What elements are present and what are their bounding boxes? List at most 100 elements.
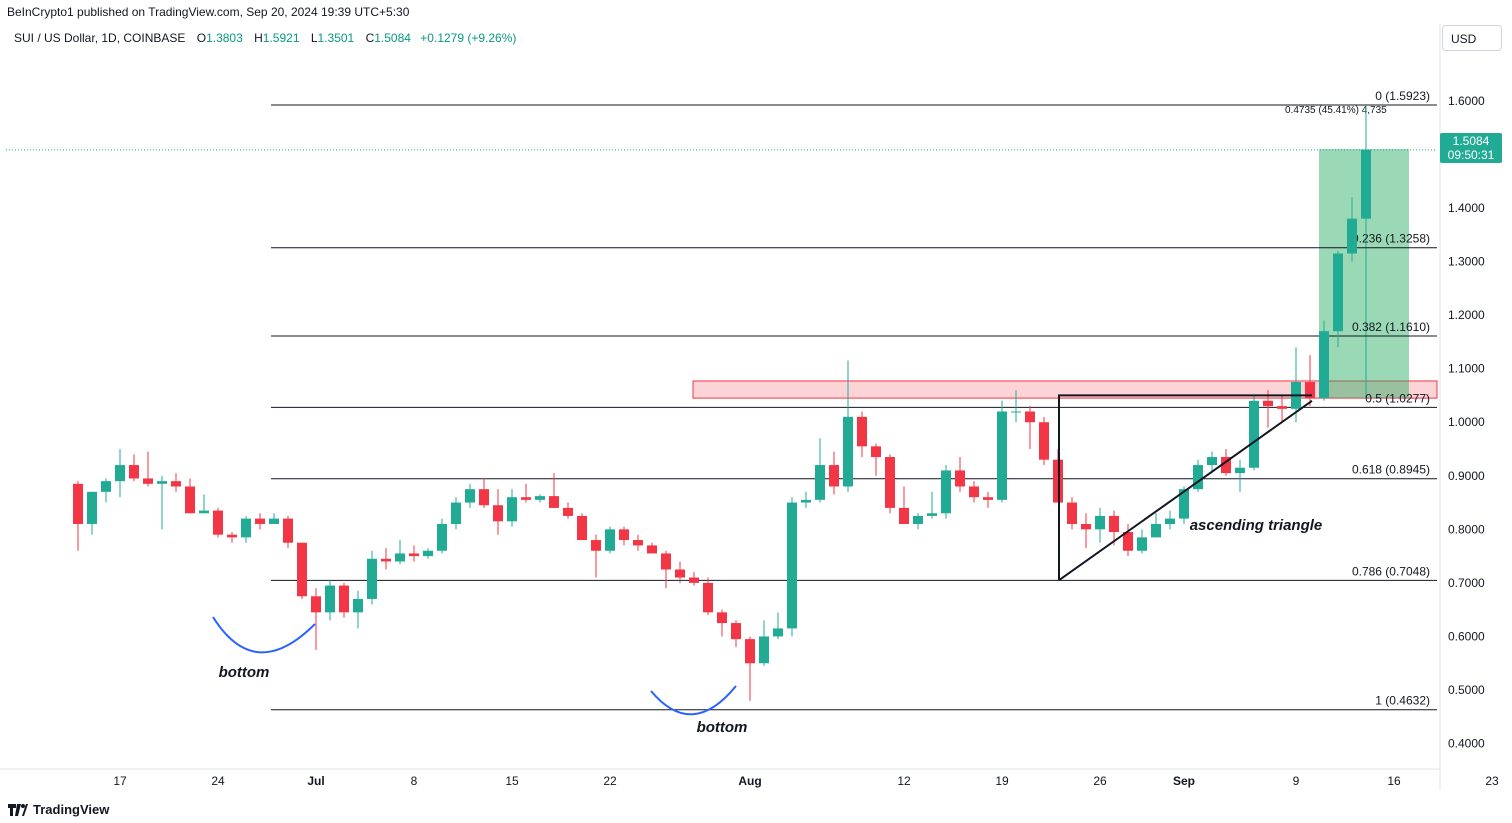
y-tick-label: 1.0000 — [1448, 415, 1485, 429]
x-tick-label: 15 — [505, 774, 519, 788]
candle-body — [157, 481, 167, 484]
candle-body — [1151, 523, 1161, 538]
x-tick-label: 22 — [603, 774, 617, 788]
open-label: O — [196, 31, 207, 45]
bottom-curve-2 — [650, 685, 737, 716]
y-tick-label: 0.8000 — [1448, 522, 1485, 536]
y-tick-label: 0.6000 — [1448, 629, 1485, 643]
candle-body — [255, 518, 265, 524]
last-price-value: 1.5084 — [1452, 134, 1490, 148]
measure-label: 0.4735 (45.41%) 4,735 — [1285, 105, 1387, 116]
candle-body — [1179, 489, 1189, 519]
symbol-name[interactable]: SUI / US Dollar, 1D, COINBASE — [14, 31, 186, 45]
candle-body — [1123, 532, 1133, 551]
x-tick-label: 12 — [897, 774, 911, 788]
candle-body — [73, 483, 83, 524]
candle-body — [1235, 467, 1245, 474]
candle-body — [185, 486, 195, 514]
candle-body — [871, 446, 881, 458]
x-tick-label: 9 — [1293, 774, 1300, 788]
candle-body — [1207, 457, 1217, 466]
candle-body — [1249, 400, 1259, 468]
candle-body — [843, 416, 853, 487]
bottom-label-1: bottom — [219, 664, 270, 681]
fib-level-label: 0.382 (1.1610) — [1352, 320, 1430, 334]
candle-body — [1039, 422, 1049, 460]
candle-body — [689, 577, 699, 583]
bottom-label-2: bottom — [697, 719, 748, 736]
close-value: 1.5084 — [374, 31, 411, 45]
candle-body — [577, 515, 587, 541]
candle-body — [353, 598, 363, 613]
x-tick-label: 17 — [113, 774, 127, 788]
tradingview-logo[interactable]: TradingView — [8, 802, 109, 817]
candle-body — [1011, 411, 1021, 413]
candle-body — [955, 470, 965, 487]
candle-body — [563, 507, 573, 516]
candle-body — [1109, 515, 1119, 533]
fib-level-label: 1 (0.4632) — [1375, 694, 1430, 708]
x-tick-label: Sep — [1173, 774, 1195, 788]
candle-body — [367, 558, 377, 599]
low-label: L — [310, 31, 318, 45]
candle-body — [493, 505, 503, 522]
candle-body — [731, 623, 741, 640]
y-tick-label: 0.5000 — [1448, 683, 1485, 697]
high-value: 1.5921 — [262, 31, 300, 45]
candle-body — [465, 489, 475, 503]
candle-body — [829, 465, 839, 487]
candle-body — [745, 639, 755, 664]
candle-body — [1361, 149, 1371, 219]
y-tick-label: 1.4000 — [1448, 201, 1485, 215]
candle-body — [283, 518, 293, 543]
candle-body — [479, 489, 489, 506]
x-tick-label: 24 — [211, 774, 225, 788]
candle-body — [437, 523, 447, 551]
ascending-triangle — [1058, 394, 1313, 582]
candle-body — [983, 497, 993, 500]
x-tick-label: 16 — [1387, 774, 1401, 788]
candle-body — [1347, 218, 1357, 254]
candle-body — [815, 465, 825, 500]
currency-button[interactable]: USD — [1442, 25, 1502, 51]
candle-body — [1263, 400, 1273, 407]
y-tick-label: 0.4000 — [1448, 737, 1485, 751]
candle-body — [591, 540, 601, 551]
candle-body — [969, 486, 979, 498]
candle-body — [997, 411, 1007, 500]
candle-body — [1067, 502, 1077, 524]
candle-body — [241, 518, 251, 538]
y-tick-label: 1.3000 — [1448, 255, 1485, 269]
candle-body — [1319, 331, 1329, 399]
open-value: 1.3803 — [206, 31, 243, 45]
fib-level-label: 0.5 (1.0277) — [1365, 391, 1430, 405]
x-tick-label: 26 — [1093, 774, 1107, 788]
x-tick-label: Aug — [738, 774, 761, 788]
candle-body — [1333, 253, 1343, 332]
close-label: C — [365, 31, 375, 45]
ascending-triangle-label: ascending triangle — [1190, 517, 1323, 534]
bottom-curve-1 — [212, 616, 316, 654]
candle-body — [1193, 465, 1203, 490]
published-caption: BeInCrypto1 published on TradingView.com… — [7, 5, 410, 19]
candle-body — [409, 553, 419, 557]
change-value: +0.1279 (+9.26%) — [420, 31, 517, 45]
candle-body — [857, 416, 867, 447]
y-tick-label: 1.6000 — [1448, 94, 1485, 108]
candle-body — [1137, 537, 1147, 551]
high-label: H — [254, 31, 263, 45]
candle-body — [1221, 457, 1231, 474]
candle-body — [787, 502, 797, 629]
candle-body — [297, 542, 307, 597]
candle-body — [535, 496, 545, 500]
fib-level-label: 0.618 (0.8945) — [1352, 463, 1430, 477]
candle-body — [1305, 382, 1315, 399]
candle-body — [1095, 515, 1105, 530]
candle-body — [213, 510, 223, 535]
candle-body — [1165, 518, 1175, 524]
fib-level-label: 0.236 (1.3258) — [1352, 232, 1430, 246]
resistance-zone — [692, 380, 1438, 399]
candle-body — [339, 585, 349, 613]
candle-body — [129, 465, 139, 479]
